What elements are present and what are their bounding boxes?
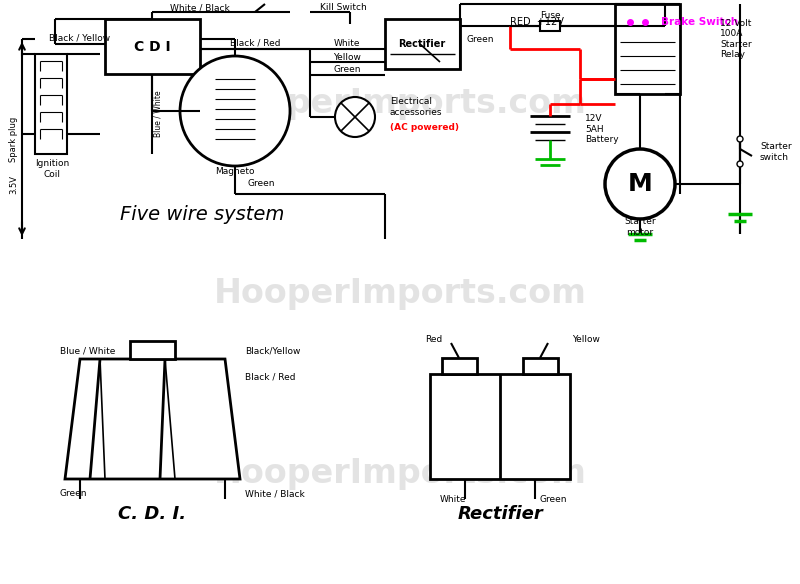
- Text: HooperImports.com: HooperImports.com: [214, 88, 586, 120]
- Text: Ignition
Coil: Ignition Coil: [35, 159, 69, 179]
- Text: RED  +12V: RED +12V: [510, 17, 564, 27]
- Text: Electrical
accessories: Electrical accessories: [390, 98, 442, 117]
- Text: HooperImports.com: HooperImports.com: [214, 457, 586, 491]
- Text: Five wire system: Five wire system: [120, 204, 284, 224]
- Text: Black / Yellow: Black / Yellow: [50, 33, 110, 43]
- Text: Kill Switch: Kill Switch: [320, 4, 366, 12]
- Bar: [523, 358, 558, 374]
- Text: Black / Red: Black / Red: [230, 39, 280, 47]
- Text: Spark plug: Spark plug: [10, 116, 18, 162]
- Bar: [385, 19, 460, 69]
- Text: 12V
5AH
Battery: 12V 5AH Battery: [585, 114, 618, 144]
- Circle shape: [605, 149, 675, 219]
- Text: White / Black: White / Black: [170, 4, 230, 12]
- Bar: [105, 19, 200, 74]
- Text: Blue / White: Blue / White: [154, 91, 162, 137]
- Bar: [442, 358, 477, 374]
- Bar: [430, 374, 570, 479]
- Text: Green: Green: [247, 179, 274, 189]
- Text: Red: Red: [425, 335, 442, 345]
- Text: M: M: [628, 172, 652, 196]
- Text: C D I: C D I: [134, 40, 170, 54]
- Text: Green: Green: [334, 65, 361, 75]
- Text: Green: Green: [466, 34, 494, 43]
- Circle shape: [180, 56, 290, 166]
- Polygon shape: [65, 359, 240, 479]
- Text: (AC powered): (AC powered): [390, 123, 459, 131]
- Bar: [35, 54, 67, 154]
- Text: White: White: [334, 39, 360, 47]
- Text: C. D. I.: C. D. I.: [118, 505, 186, 523]
- Text: White: White: [440, 495, 466, 503]
- Text: Black / Red: Black / Red: [245, 373, 295, 381]
- Text: Green: Green: [60, 489, 87, 499]
- Text: Blue / White: Blue / White: [60, 346, 115, 356]
- Text: HooperImports.com: HooperImports.com: [214, 277, 586, 311]
- Text: Fuse: Fuse: [540, 12, 560, 20]
- Bar: [540, 21, 560, 31]
- Bar: [615, 4, 680, 94]
- Text: Starter
switch: Starter switch: [760, 142, 792, 162]
- Text: Yellow: Yellow: [572, 335, 600, 345]
- Text: 12 Volt
100A
Starter
Relay: 12 Volt 100A Starter Relay: [720, 19, 752, 59]
- Bar: [130, 341, 175, 359]
- Text: 3.5V: 3.5V: [10, 175, 18, 193]
- Text: Brake Switch: Brake Switch: [662, 17, 738, 27]
- Text: Starter
motor: Starter motor: [624, 217, 656, 237]
- Circle shape: [335, 97, 375, 137]
- Circle shape: [737, 136, 743, 142]
- Circle shape: [737, 161, 743, 167]
- Text: Magneto: Magneto: [215, 166, 254, 176]
- Text: Rectifier: Rectifier: [457, 505, 543, 523]
- Text: White / Black: White / Black: [245, 489, 305, 499]
- Text: Black/Yellow: Black/Yellow: [245, 346, 300, 356]
- Text: Green: Green: [540, 495, 567, 503]
- Text: Rectifier: Rectifier: [398, 39, 446, 49]
- Text: Yellow: Yellow: [333, 53, 361, 61]
